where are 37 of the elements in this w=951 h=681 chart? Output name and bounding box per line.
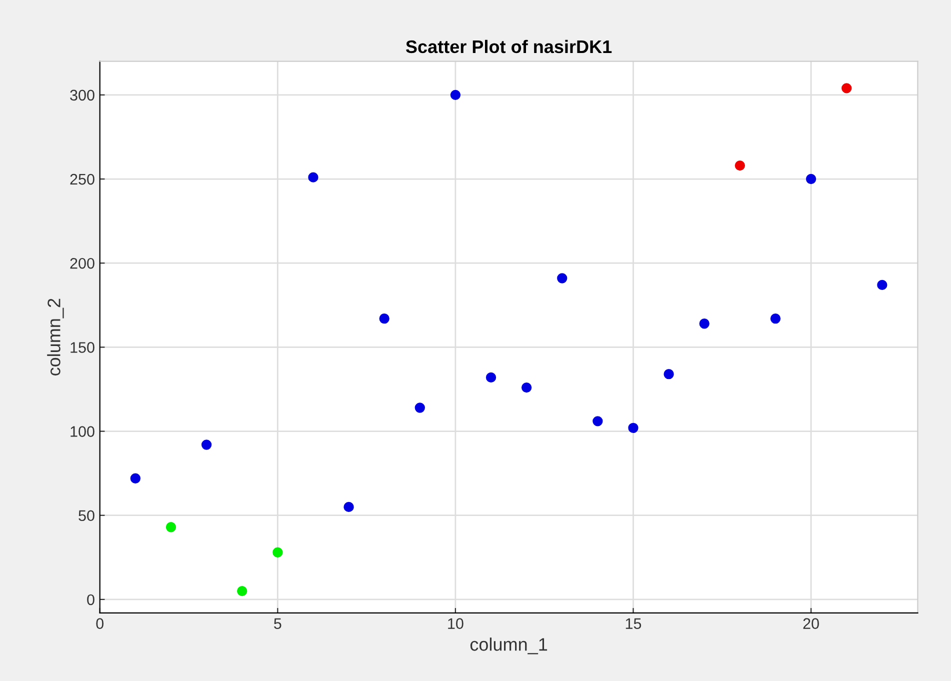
y-axis-title: column_2 [47,298,64,376]
point [592,416,603,426]
point [450,90,461,100]
point [806,174,816,184]
y-tick-label: 100 [70,426,94,437]
point [379,314,390,324]
y-tick-label: 0 [87,594,94,606]
point [770,314,781,324]
y-tick-label: 200 [70,258,94,269]
point [557,273,568,284]
point [201,440,212,450]
point [272,547,283,558]
point [664,369,674,380]
point [486,372,496,383]
x-tick-label: 20 [803,618,819,629]
point [237,586,248,596]
point [130,473,140,484]
point [414,402,425,413]
y-tick-label: 50 [78,510,94,522]
x-axis-title: column_1 [470,638,548,654]
point [877,280,888,290]
point [628,422,638,433]
x-tick-label: 10 [448,618,464,629]
y-tick-label: 250 [70,174,94,185]
y-tick-label: 300 [70,90,94,101]
point [521,382,532,393]
x-tick-label: 15 [626,618,642,629]
point [166,522,176,532]
point [308,172,318,182]
point [734,160,746,171]
point [842,83,852,94]
point [344,502,354,512]
y-tick-label: 150 [70,342,94,353]
point [699,318,710,329]
x-tick-label: 0 [96,618,104,629]
chart-title: Scatter Plot of nasirDK1 [406,40,612,54]
x-tick-label: 5 [274,618,282,629]
